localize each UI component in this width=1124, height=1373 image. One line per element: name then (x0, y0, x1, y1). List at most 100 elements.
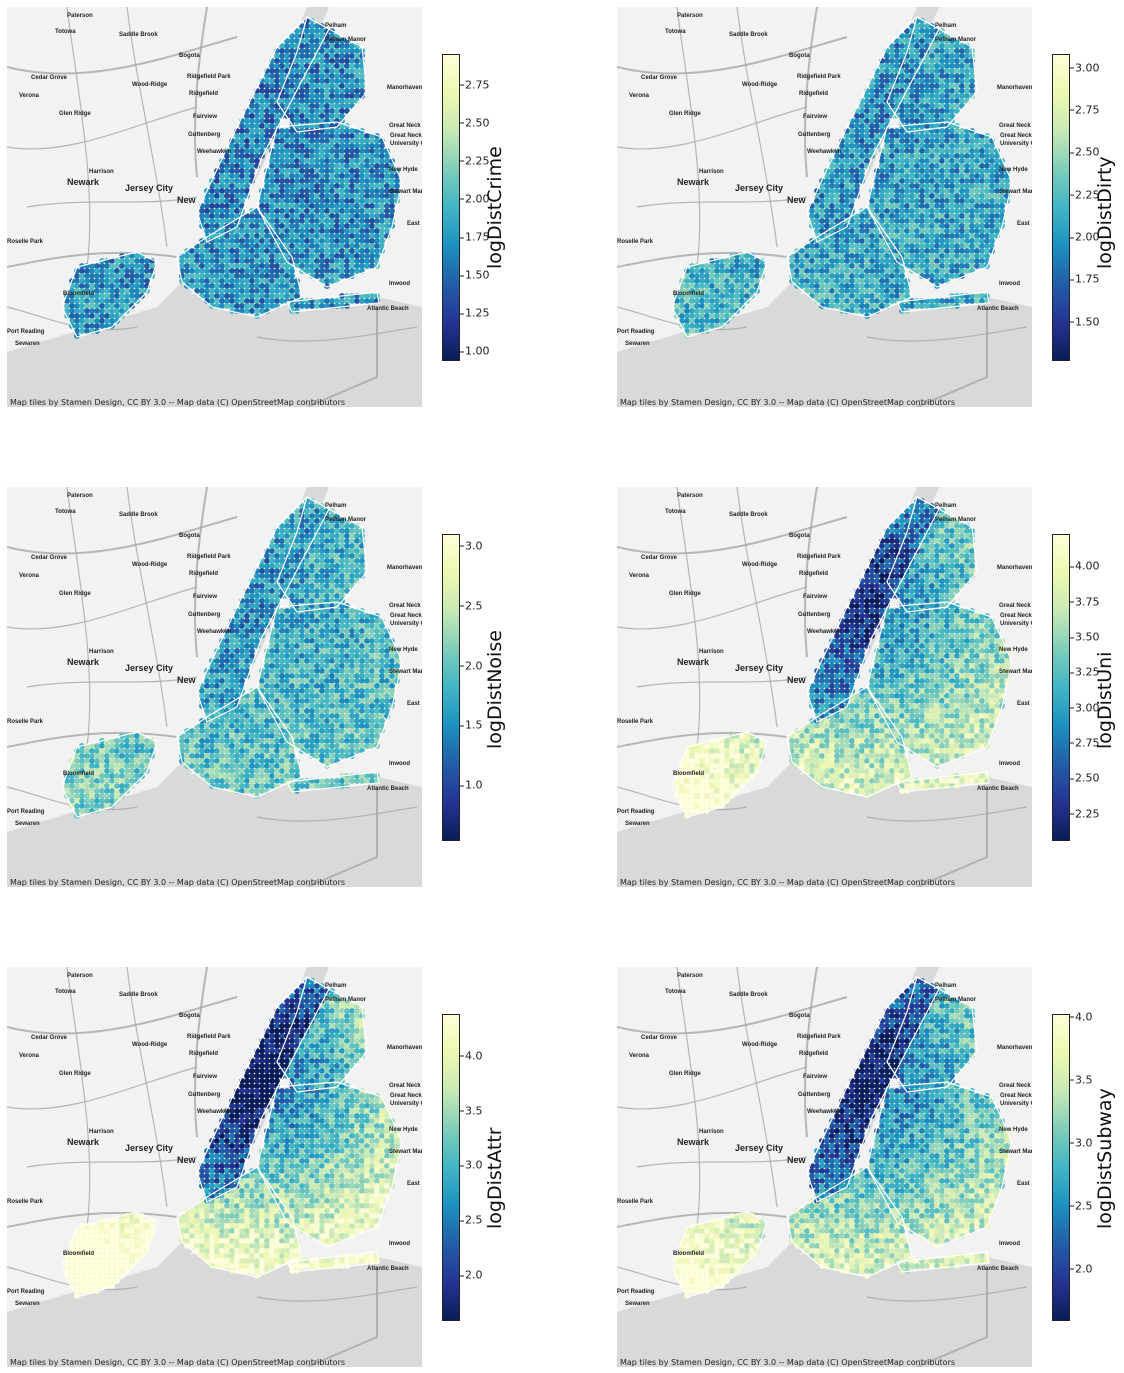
data-cell (79, 303, 85, 309)
road (66, 487, 91, 748)
data-cell (924, 28, 930, 34)
data-cell (324, 43, 330, 49)
data-cell (299, 613, 305, 619)
data-cell (299, 543, 305, 549)
data-cell (264, 693, 270, 699)
data-cell (329, 588, 335, 594)
data-cell (279, 263, 285, 269)
data-cell (299, 113, 305, 119)
data-cell (864, 288, 870, 294)
data-cell (114, 298, 120, 304)
data-cell (109, 273, 115, 279)
data-cell (89, 308, 95, 314)
data-cell (889, 98, 895, 104)
data-cell (954, 263, 960, 269)
data-cell (344, 218, 350, 224)
data-cell (314, 718, 320, 724)
data-cell (259, 718, 265, 724)
data-cell (294, 698, 300, 704)
data-cell (249, 288, 255, 294)
data-cell (379, 163, 385, 169)
data-cell (309, 518, 315, 524)
data-cell (829, 283, 835, 289)
data-cell (874, 293, 880, 299)
data-cell (714, 303, 720, 309)
data-cell (339, 618, 345, 624)
data-cell (294, 148, 300, 154)
data-cell (849, 148, 855, 154)
data-cell (294, 138, 300, 144)
data-cell (304, 628, 310, 634)
data-cell (239, 248, 245, 254)
data-cell (894, 293, 900, 299)
data-cell (389, 208, 395, 214)
data-cell (889, 168, 895, 174)
data-cell (694, 293, 700, 299)
data-cell (989, 173, 995, 179)
map-crime: Paterson Totowa Saddle Brook Pelham Pelham M… (7, 7, 422, 407)
data-cell (934, 248, 940, 254)
data-cell (904, 168, 910, 174)
data-cell (864, 108, 870, 114)
data-cell (364, 668, 370, 674)
data-cell (279, 293, 285, 299)
data-cell (699, 313, 705, 319)
data-cell (324, 548, 330, 554)
data-cell (329, 43, 335, 49)
data-cell (309, 158, 315, 164)
data-cell (869, 113, 875, 119)
data-cell (229, 298, 235, 304)
data-cell (379, 643, 385, 649)
data-cell (819, 223, 825, 229)
data-cell (339, 218, 345, 224)
data-cell (289, 173, 295, 179)
data-cell (279, 178, 285, 184)
data-cell (954, 268, 960, 274)
data-cell (324, 168, 330, 174)
data-cell (894, 233, 900, 239)
data-cell (999, 203, 1005, 209)
data-cell (689, 278, 695, 284)
data-cell (269, 263, 275, 269)
data-cell (239, 293, 245, 299)
data-cell (354, 618, 360, 624)
data-cell (284, 218, 290, 224)
data-cell (969, 258, 975, 264)
data-cell (909, 138, 915, 144)
data-cell (944, 198, 950, 204)
data-cell (964, 203, 970, 209)
data-cell (899, 193, 905, 199)
data-cell (209, 688, 215, 694)
data-cell (339, 553, 345, 559)
data-cell (854, 253, 860, 259)
data-cell (249, 143, 255, 149)
data-cell (304, 28, 310, 34)
data-cell (259, 113, 265, 119)
data-cell (924, 228, 930, 234)
data-cell (334, 88, 340, 94)
data-cell (929, 178, 935, 184)
data-cell (279, 648, 285, 654)
data-cell (749, 263, 755, 269)
data-cell (834, 198, 840, 204)
data-cell (319, 513, 325, 519)
data-cell (349, 63, 355, 69)
data-cell (234, 248, 240, 254)
data-cell (269, 173, 275, 179)
data-cell (799, 253, 805, 259)
data-cell (999, 168, 1005, 174)
data-cell (904, 98, 910, 104)
data-cell (924, 303, 930, 309)
data-cell (379, 673, 385, 679)
data-cell (279, 543, 285, 549)
data-cell (914, 153, 920, 159)
data-cell (724, 263, 730, 269)
boundary (806, 16, 940, 243)
data-cell (974, 248, 980, 254)
data-cell (904, 223, 910, 229)
data-cell (369, 643, 375, 649)
data-cell (244, 218, 250, 224)
data-cell (879, 93, 885, 99)
data-cell (324, 98, 330, 104)
data-cell (94, 298, 100, 304)
